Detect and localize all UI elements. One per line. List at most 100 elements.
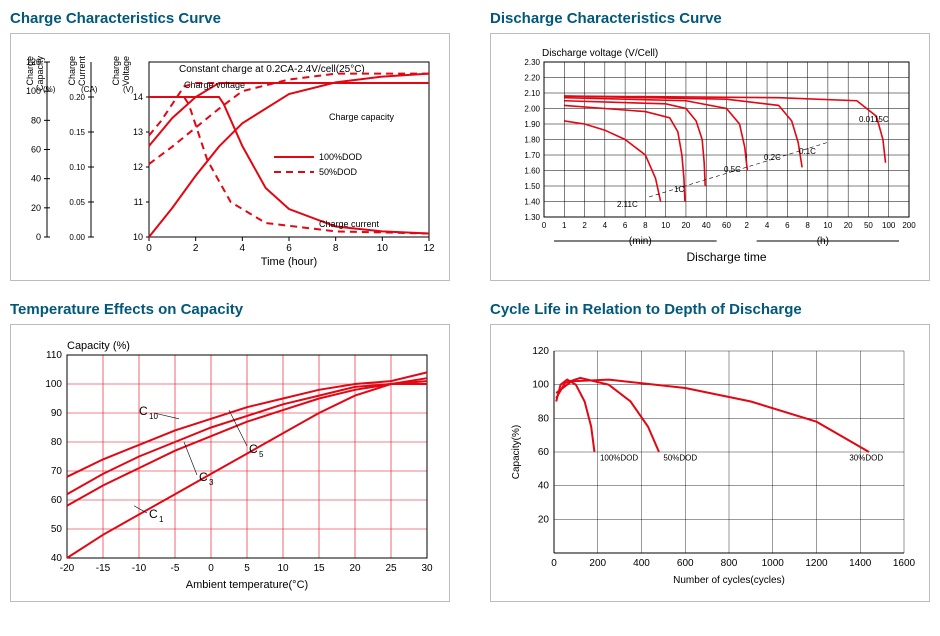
panel-title: Temperature Effects on Capacity: [10, 301, 450, 318]
svg-text:Discharge time: Discharge time: [686, 250, 766, 264]
svg-text:Discharge voltage (V/Cell): Discharge voltage (V/Cell): [542, 48, 658, 59]
svg-text:80: 80: [538, 413, 550, 424]
chart-box: 1.301.401.501.601.701.801.902.002.102.20…: [490, 33, 930, 281]
svg-text:5: 5: [244, 563, 250, 574]
svg-text:-15: -15: [96, 563, 111, 574]
temperature-chart-svg: -20-15-10-505101520253040506070809010011…: [19, 333, 439, 593]
svg-text:50: 50: [51, 524, 63, 535]
svg-text:11: 11: [134, 197, 143, 207]
panel-title: Discharge Characteristics Curve: [490, 10, 930, 27]
svg-text:0: 0: [208, 563, 214, 574]
svg-text:20: 20: [538, 514, 550, 525]
svg-text:3: 3: [209, 478, 214, 487]
svg-text:1: 1: [562, 221, 567, 230]
svg-text:80: 80: [31, 115, 41, 125]
svg-text:8: 8: [333, 243, 339, 254]
svg-text:Number of cycles(cycles): Number of cycles(cycles): [673, 575, 785, 586]
svg-text:40: 40: [31, 174, 41, 184]
svg-text:12: 12: [133, 162, 143, 172]
svg-text:2.10: 2.10: [524, 89, 540, 98]
svg-text:12: 12: [423, 243, 435, 254]
svg-text:C: C: [249, 442, 258, 456]
svg-text:-5: -5: [171, 563, 180, 574]
svg-text:(h): (h): [817, 236, 829, 247]
svg-text:-10: -10: [132, 563, 147, 574]
svg-text:30: 30: [421, 563, 433, 574]
svg-text:8: 8: [805, 221, 810, 230]
svg-text:1.30: 1.30: [524, 213, 540, 222]
svg-text:2: 2: [193, 243, 199, 254]
svg-text:0.20: 0.20: [69, 93, 85, 102]
svg-text:110: 110: [46, 350, 62, 361]
svg-text:(min): (min): [629, 236, 652, 247]
svg-text:1600: 1600: [893, 558, 916, 569]
svg-text:1.70: 1.70: [524, 151, 540, 160]
svg-text:2: 2: [745, 221, 750, 230]
svg-text:10: 10: [133, 232, 143, 242]
chart-box: 2040608010012002004006008001000120014001…: [490, 324, 930, 602]
svg-text:200: 200: [589, 558, 606, 569]
svg-text:Charge voltage: Charge voltage: [184, 80, 245, 90]
svg-text:20: 20: [844, 221, 853, 230]
svg-text:10: 10: [277, 563, 289, 574]
svg-text:Charge capacity: Charge capacity: [329, 112, 395, 122]
svg-text:Charge: Charge: [111, 56, 121, 86]
svg-text:C: C: [149, 507, 158, 521]
svg-text:100: 100: [882, 221, 896, 230]
svg-text:70: 70: [51, 466, 63, 477]
svg-text:6: 6: [785, 221, 790, 230]
svg-text:800: 800: [721, 558, 738, 569]
svg-text:50%DOD: 50%DOD: [663, 453, 697, 462]
svg-text:1000: 1000: [762, 558, 785, 569]
svg-text:2.00: 2.00: [524, 105, 540, 114]
svg-text:2.30: 2.30: [524, 58, 540, 67]
svg-text:(CA): (CA): [81, 85, 98, 94]
svg-text:6: 6: [286, 243, 292, 254]
charts-grid: Charge Characteristics Curve 024681012Ti…: [10, 10, 930, 602]
svg-text:60: 60: [31, 145, 41, 155]
svg-text:0: 0: [542, 221, 547, 230]
svg-text:90: 90: [51, 408, 63, 419]
panel-cycle-life: Cycle Life in Relation to Depth of Disch…: [490, 301, 930, 602]
svg-text:2.11C: 2.11C: [617, 200, 638, 209]
panel-charge-curve: Charge Characteristics Curve 024681012Ti…: [10, 10, 450, 281]
panel-title: Charge Characteristics Curve: [10, 10, 450, 27]
svg-text:Charge current: Charge current: [319, 219, 380, 229]
svg-text:(V): (V): [123, 85, 134, 94]
svg-text:10: 10: [377, 243, 389, 254]
svg-text:400: 400: [633, 558, 650, 569]
svg-text:20: 20: [349, 563, 361, 574]
svg-text:60: 60: [51, 495, 63, 506]
svg-text:Time (hour): Time (hour): [261, 256, 317, 268]
cycle-life-chart-svg: 2040608010012002004006008001000120014001…: [499, 333, 919, 593]
svg-text:50: 50: [864, 221, 873, 230]
svg-text:0.0115C: 0.0115C: [859, 115, 889, 124]
discharge-chart-svg: 1.301.401.501.601.701.801.902.002.102.20…: [499, 42, 919, 272]
svg-text:1400: 1400: [849, 558, 872, 569]
chart-box: 024681012Time (hour)020406080100120 Char…: [10, 33, 450, 281]
svg-text:Charge: Charge: [67, 56, 77, 86]
svg-text:80: 80: [51, 437, 63, 448]
svg-text:Ambient temperature(°C): Ambient temperature(°C): [186, 579, 308, 591]
charge-chart-svg: 024681012Time (hour)020406080100120 Char…: [19, 42, 439, 272]
svg-text:1.40: 1.40: [524, 198, 540, 207]
svg-text:60: 60: [538, 447, 550, 458]
panel-title: Cycle Life in Relation to Depth of Disch…: [490, 301, 930, 318]
svg-text:0: 0: [551, 558, 557, 569]
svg-text:0.10: 0.10: [69, 163, 85, 172]
svg-text:50%DOD: 50%DOD: [319, 167, 358, 177]
svg-text:100%DOD: 100%DOD: [319, 152, 363, 162]
svg-text:4: 4: [603, 221, 608, 230]
svg-text:0.00: 0.00: [69, 233, 85, 242]
panel-temperature: Temperature Effects on Capacity -20-15-1…: [10, 301, 450, 602]
svg-text:100: 100: [532, 380, 549, 391]
svg-text:Current: Current: [77, 56, 87, 87]
svg-text:10: 10: [823, 221, 832, 230]
svg-text:1: 1: [159, 515, 164, 524]
svg-text:C: C: [139, 404, 148, 418]
svg-text:2: 2: [582, 221, 587, 230]
svg-text:0.1C: 0.1C: [799, 147, 816, 156]
svg-text:10: 10: [661, 221, 670, 230]
svg-text:30%DOD: 30%DOD: [849, 453, 883, 462]
svg-text:6: 6: [623, 221, 628, 230]
